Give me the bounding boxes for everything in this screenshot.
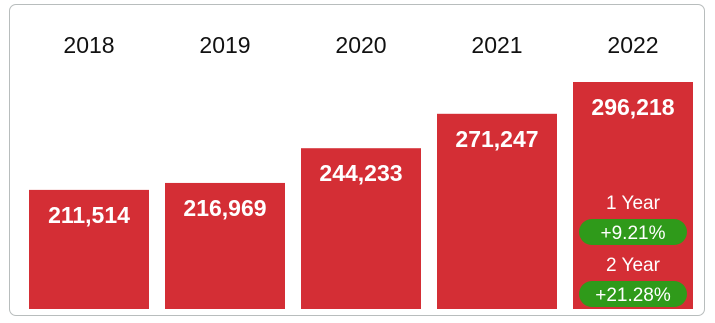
value-label-2020: 244,233 (319, 160, 402, 186)
value-label-2022: 296,218 (591, 94, 674, 120)
change-value-1: +9.21% (601, 223, 666, 244)
bar-2018 (29, 189, 149, 309)
bar-2022 (573, 82, 693, 309)
year-label-2022: 2022 (607, 32, 658, 58)
change-pill-2 (579, 281, 687, 307)
bar-2019 (165, 182, 285, 309)
year-label-2019: 2019 (199, 32, 250, 58)
change-pill-1 (579, 219, 687, 245)
value-label-2021: 271,247 (455, 126, 538, 152)
year-label-2018: 2018 (63, 32, 114, 58)
bar-2020 (301, 148, 421, 309)
value-label-2018: 211,514 (48, 202, 130, 228)
change-label-1: 1 Year (606, 193, 661, 214)
value-label-2019: 216,969 (183, 195, 266, 221)
year-label-2020: 2020 (335, 32, 386, 58)
bar-2021 (437, 113, 557, 309)
change-value-2: +21.28% (595, 285, 671, 306)
year-label-2021: 2021 (471, 32, 522, 58)
change-label-2: 2 Year (606, 255, 661, 276)
